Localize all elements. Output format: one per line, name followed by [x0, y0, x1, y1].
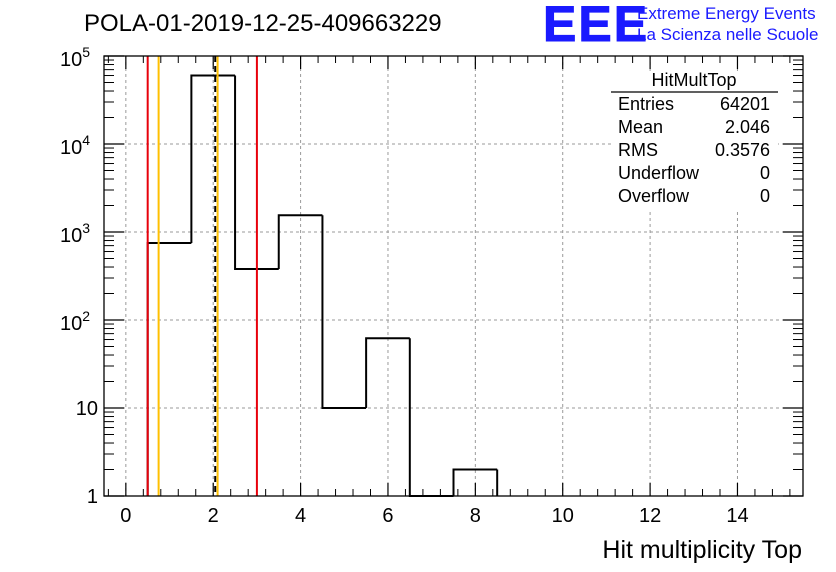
x-tick-label: 12 [639, 505, 661, 527]
stats-label: Mean [618, 117, 663, 137]
y-tick-label: 105 [60, 44, 90, 71]
histogram-bin [190, 74, 236, 243]
x-tick-label: 10 [552, 505, 574, 527]
y-tick-label: 1 [87, 486, 98, 508]
stats-value: 0 [760, 186, 770, 206]
stats-value: 2.046 [725, 117, 770, 137]
tick-labels: 0 2 4 6 8 10 12 14 1 10 102 103 104 105 [60, 44, 749, 527]
y-tick-label: 10 [76, 398, 98, 420]
x-tick-label: 8 [470, 505, 481, 527]
stats-value: 64201 [720, 94, 770, 114]
stats-title: HitMultTop [651, 70, 736, 90]
marker-lines [146, 56, 258, 496]
x-tick-label: 6 [382, 505, 393, 527]
stats-label: Underflow [618, 163, 700, 183]
stats-value: 0.3576 [715, 140, 770, 160]
histogram-bin [277, 214, 323, 269]
eee-logo: EEE [542, 0, 650, 53]
stats-label: Entries [618, 94, 674, 114]
plot-title: POLA-01-2019-12-25-409663229 [84, 10, 442, 37]
stats-label: Overflow [618, 186, 690, 206]
x-axis-label: Hit multiplicity Top [602, 536, 802, 564]
histogram-bin [408, 338, 454, 497]
histogram-bin [234, 75, 279, 270]
stats-label: RMS [618, 140, 658, 160]
x-tick-label: 2 [208, 505, 219, 527]
histogram [146, 74, 499, 497]
histogram-bin [146, 241, 192, 496]
histogram-bin [452, 468, 498, 496]
stats-box: HitMultTop Entries 64201 Mean 2.046 RMS 0.357… [611, 70, 778, 212]
stats-value: 0 [760, 163, 770, 183]
x-tick-label: 14 [726, 505, 748, 527]
histogram-bin [365, 337, 410, 408]
logo-caption-line1: Extreme Energy Events [637, 4, 816, 23]
x-tick-label: 4 [295, 505, 306, 527]
y-tick-label: 103 [60, 220, 90, 247]
plot-frame [103, 55, 804, 497]
histogram-bin [321, 215, 367, 409]
axis-ticks [104, 55, 803, 497]
y-tick-label: 104 [60, 132, 90, 159]
logo-caption-line2: La Scienza nelle Scuole [637, 25, 819, 44]
y-tick-label: 102 [60, 308, 90, 335]
x-tick-label: 0 [120, 505, 131, 527]
